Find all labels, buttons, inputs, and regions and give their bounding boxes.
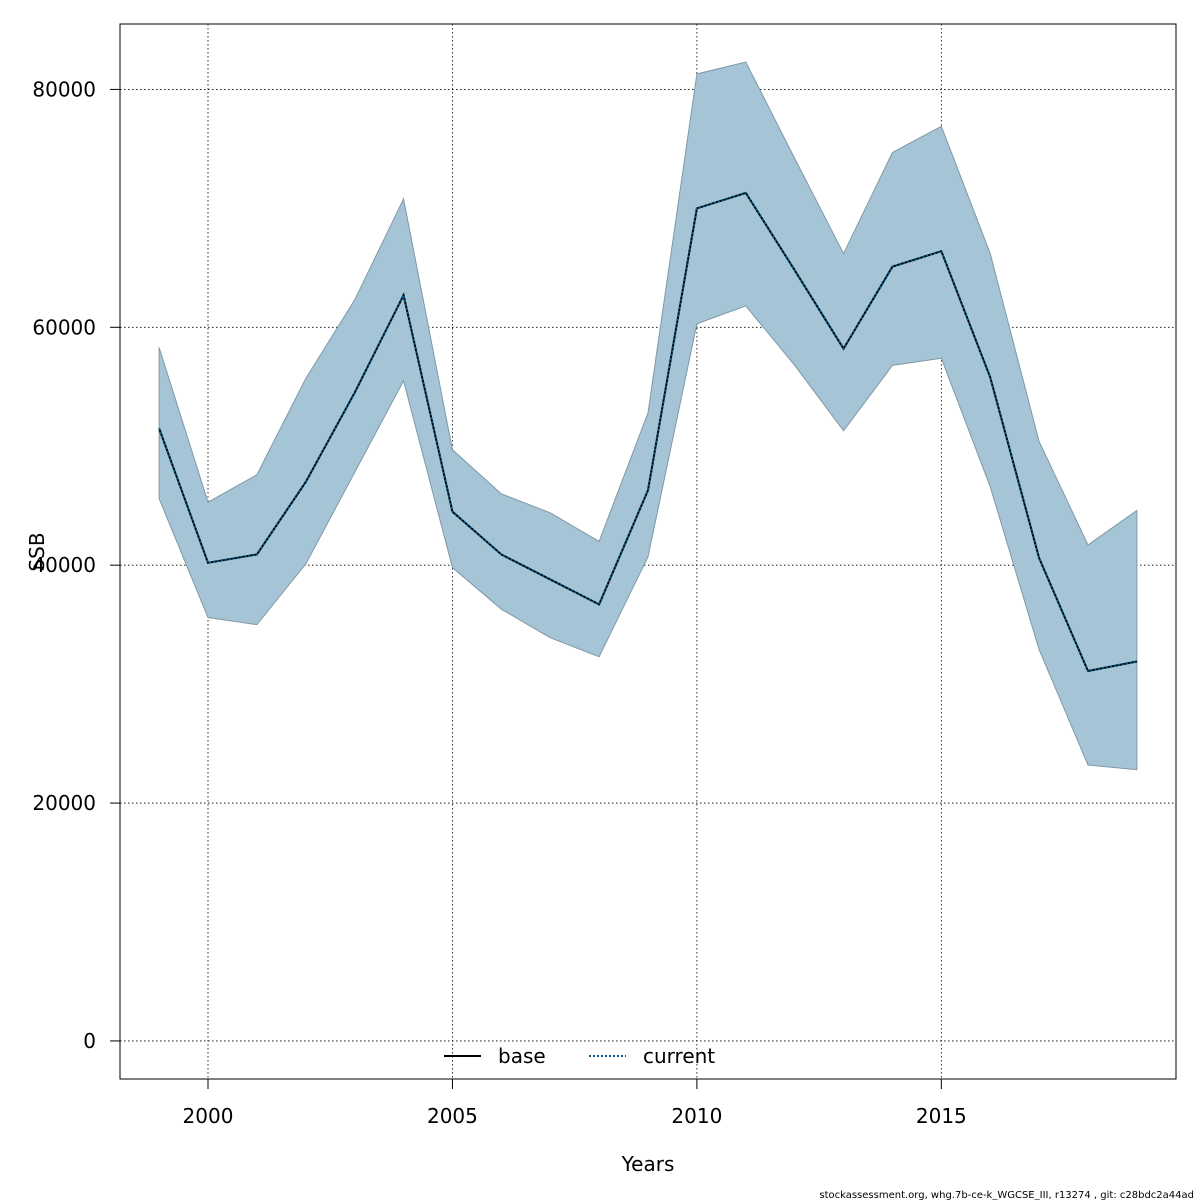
y-axis: 0 20000 40000 60000 80000	[32, 77, 120, 1053]
x-axis-title: Years	[621, 1152, 675, 1176]
legend: base current	[444, 1044, 715, 1068]
series-line-base	[158, 191, 1138, 673]
legend-label-current: current	[643, 1044, 715, 1068]
y-tick-label: 40000	[32, 553, 96, 577]
footer-note: stockassessment.org, whg.7b-ce-k_WGCSE_I…	[819, 1190, 1194, 1200]
y-tick-label: 60000	[32, 315, 96, 339]
legend-label-base: base	[498, 1044, 546, 1068]
x-tick-label: 2015	[916, 1104, 967, 1128]
x-tick-label: 2010	[671, 1104, 722, 1128]
confidence-band	[158, 61, 1138, 771]
y-tick-label: 20000	[32, 791, 96, 815]
y-tick-label: 0	[83, 1029, 96, 1053]
x-tick-label: 2005	[427, 1104, 478, 1128]
series-lines	[158, 191, 1138, 673]
x-tick-label: 2000	[183, 1104, 234, 1128]
plot-frame	[119, 23, 1177, 1080]
y-axis-title: SSB	[25, 532, 49, 571]
x-axis: 2000 2005 2010 2015	[183, 1079, 967, 1128]
y-tick-label: 80000	[32, 77, 96, 101]
